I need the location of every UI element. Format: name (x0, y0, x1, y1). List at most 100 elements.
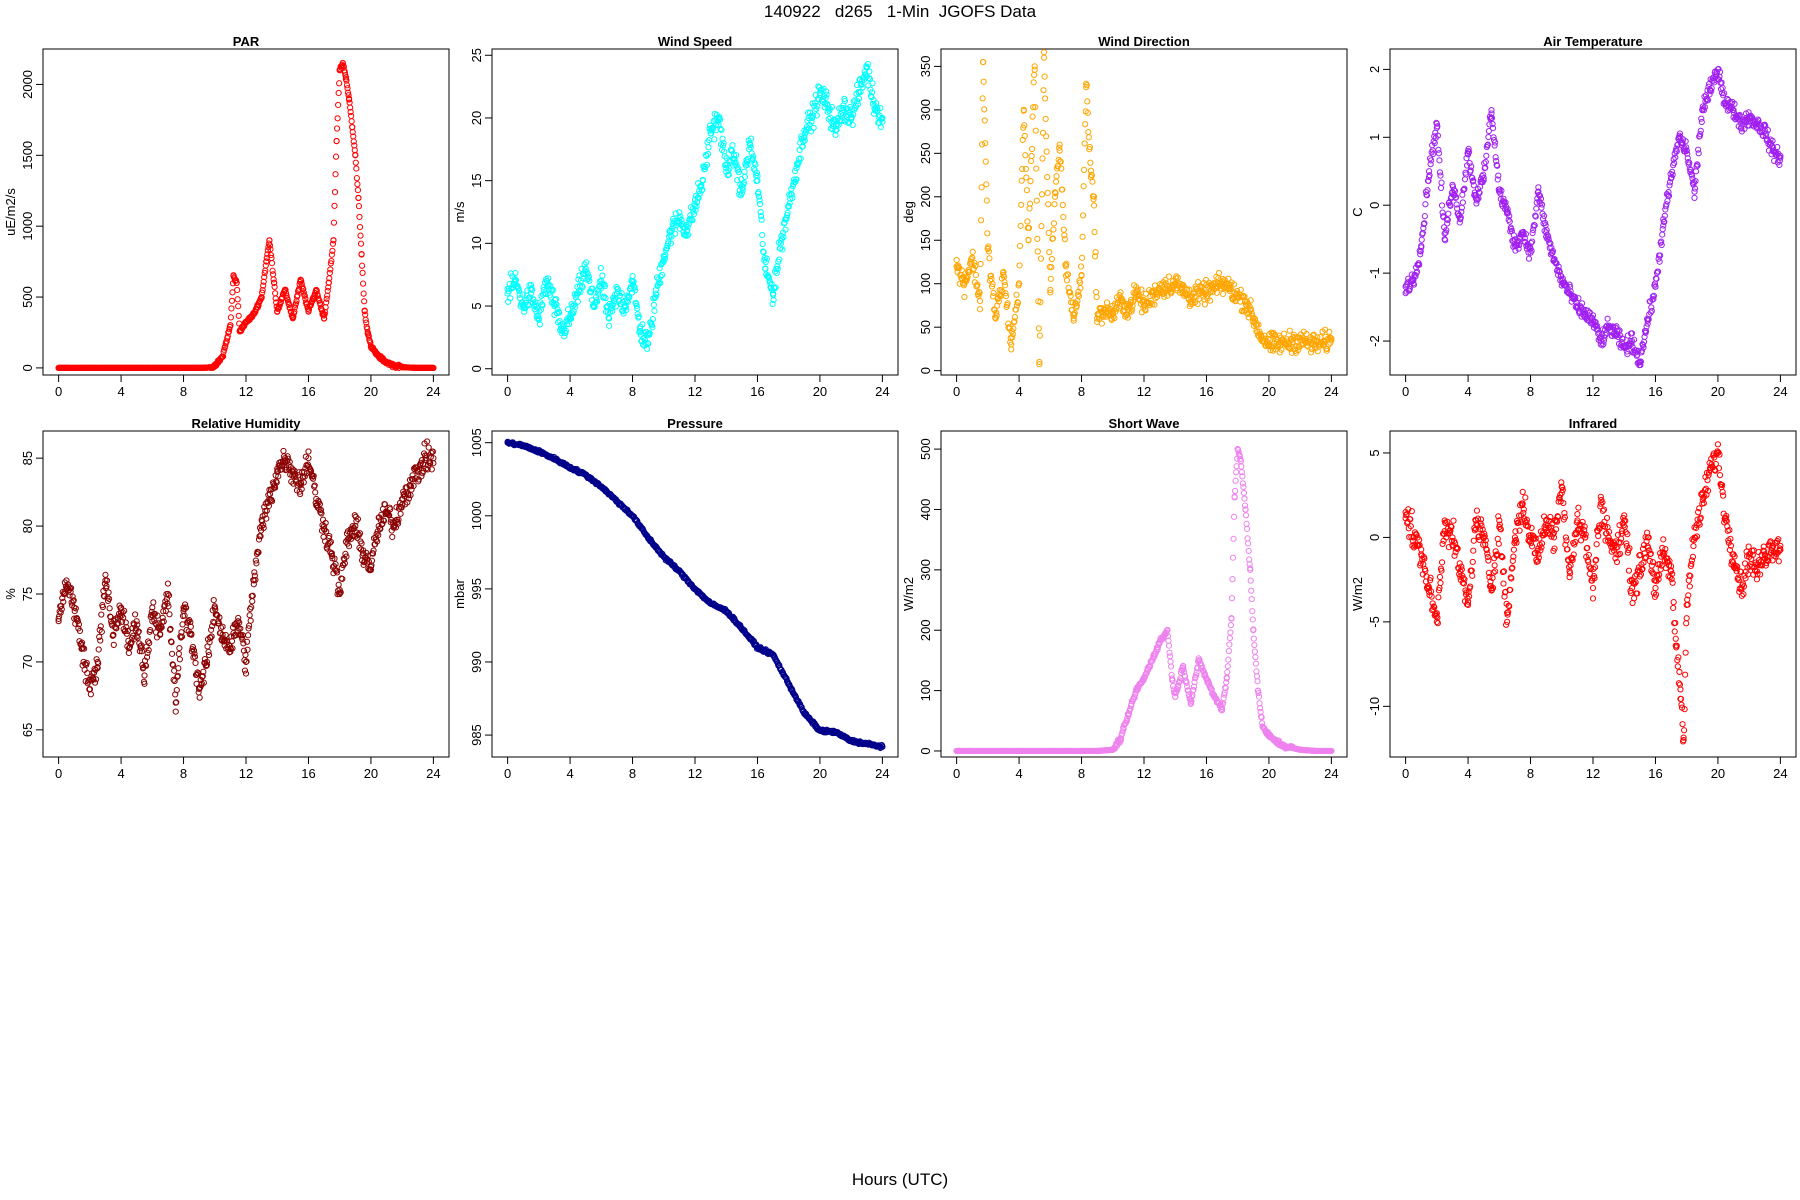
data-point (1048, 255, 1055, 263)
data-point (1483, 152, 1490, 159)
data-point (344, 85, 351, 92)
data-point (758, 216, 765, 223)
y-tick-label: 5 (469, 302, 484, 309)
data-point (858, 80, 865, 88)
data-point (356, 223, 364, 231)
data-point (971, 259, 978, 267)
data-point (822, 94, 829, 102)
data-point (998, 287, 1005, 294)
data-point (233, 277, 240, 284)
plot-frame (940, 430, 1348, 758)
data-point (564, 306, 572, 313)
data-point (176, 645, 183, 652)
data-point (1027, 178, 1034, 185)
x-tick-label: 20 (813, 384, 827, 399)
series-points (953, 54, 1335, 366)
data-point (1033, 165, 1040, 172)
data-point (1480, 171, 1487, 178)
data-point (961, 293, 968, 301)
data-point (298, 277, 305, 284)
y-axis-label: mbar (452, 579, 467, 609)
data-point (1043, 148, 1050, 155)
data-point (536, 308, 543, 315)
data-point (1220, 290, 1227, 298)
x-tick-label: 8 (1078, 384, 1085, 399)
data-point (219, 353, 227, 360)
data-point (737, 192, 744, 199)
data-point (562, 327, 570, 334)
data-point (1051, 201, 1058, 208)
data-point (1418, 236, 1425, 243)
data-point (629, 272, 636, 280)
y-tick-label: 350 (918, 56, 933, 78)
data-point (1533, 205, 1540, 212)
data-point (1461, 176, 1469, 183)
data-point (539, 302, 546, 309)
data-point (1001, 282, 1009, 289)
data-point (1093, 293, 1100, 301)
data-point (1063, 277, 1071, 284)
data-point (976, 298, 984, 305)
data-point (565, 321, 573, 328)
data-point (1459, 199, 1466, 206)
data-point (397, 510, 404, 517)
data-point (1111, 315, 1118, 322)
data-point (659, 271, 666, 279)
data-point (545, 275, 552, 282)
data-point (134, 634, 141, 641)
y-axis-label: m/s (452, 201, 467, 222)
data-point (1018, 177, 1025, 184)
x-tick-label: 4 (117, 766, 124, 781)
data-point (341, 69, 348, 76)
data-point (266, 237, 273, 244)
data-point (822, 100, 829, 107)
data-point (246, 612, 253, 619)
y-tick-label: 150 (918, 229, 933, 251)
data-point (614, 286, 622, 293)
data-point (1030, 79, 1037, 86)
x-tick-label: 12 (688, 766, 702, 781)
data-point (110, 641, 117, 648)
data-point (267, 246, 274, 253)
x-tick-label: 24 (1324, 384, 1338, 399)
data-point (1047, 286, 1054, 293)
data-point (1085, 134, 1092, 141)
y-tick-label: 2 (1367, 66, 1382, 73)
data-point (585, 273, 592, 280)
data-point (969, 254, 976, 261)
data-point (222, 631, 229, 639)
data-point (1056, 144, 1063, 151)
data-point (1112, 308, 1119, 315)
data-point (866, 75, 873, 83)
data-point (873, 108, 880, 115)
data-point (327, 266, 334, 273)
data-point (762, 258, 769, 266)
data-point (312, 489, 319, 496)
data-point (1506, 218, 1513, 225)
data-point (972, 262, 979, 270)
data-point (1031, 63, 1038, 70)
data-point (355, 203, 363, 210)
data-point (1008, 346, 1015, 353)
data-point (1664, 197, 1671, 205)
x-tick-label: 20 (1262, 766, 1276, 781)
x-tick-label: 0 (55, 384, 62, 399)
data-point (335, 581, 342, 588)
data-point (150, 599, 157, 606)
data-point (345, 96, 353, 103)
data-point (977, 217, 985, 224)
data-point (1074, 291, 1081, 298)
data-point (357, 240, 365, 247)
x-tick-label: 8 (180, 384, 187, 399)
data-point (268, 260, 276, 267)
data-point (305, 448, 312, 455)
y-tick-label: 80 (20, 519, 35, 533)
data-point (981, 106, 988, 113)
data-point (335, 89, 342, 97)
data-point (328, 257, 335, 265)
data-point (1044, 173, 1051, 181)
